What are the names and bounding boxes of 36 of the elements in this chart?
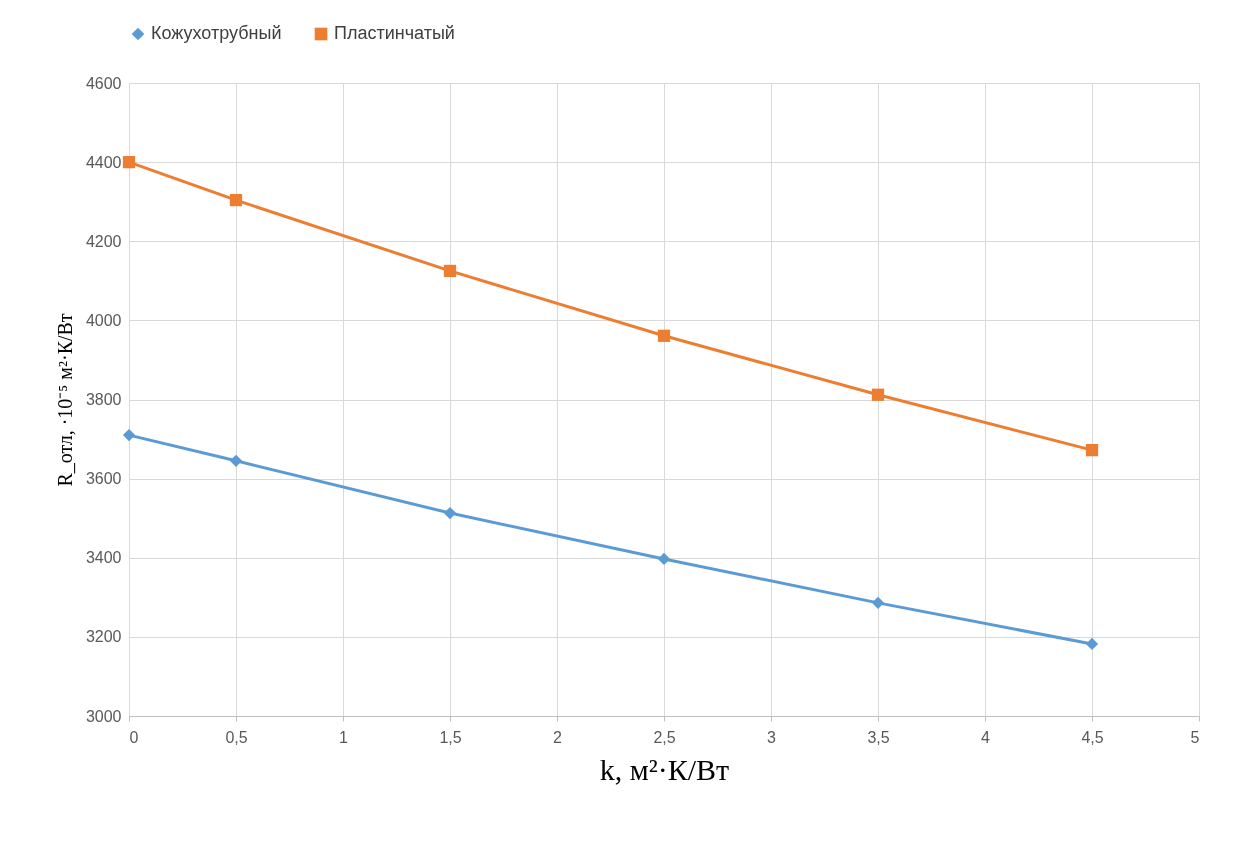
- point: [657, 552, 671, 566]
- y-axis-title: R_отл, ·10⁻⁵ м²·К/Вт: [53, 313, 76, 487]
- x-tick-label: 0,5: [225, 728, 248, 746]
- y-tick-label: 4200: [85, 232, 122, 250]
- x-tick-label: 3,5: [867, 728, 890, 746]
- x-tick-label: 4,5: [1081, 728, 1104, 746]
- x-tick-label: 0: [129, 728, 139, 746]
- point: [229, 193, 243, 207]
- point: [1085, 637, 1099, 651]
- legend-label: Пластинчатый: [334, 23, 455, 43]
- y-tick-label: 3200: [85, 628, 122, 646]
- point: [871, 596, 885, 609]
- y-tick-label: 3400: [85, 549, 122, 567]
- x-tick-label: 5: [1190, 728, 1200, 746]
- x-tick-label: 1,5: [439, 728, 462, 746]
- x-tick-label: 3: [767, 728, 777, 746]
- y-tick-label: 4600: [85, 74, 122, 92]
- y-tick-label: 3800: [85, 391, 122, 408]
- point: [871, 388, 885, 401]
- point: [443, 506, 457, 520]
- legend-label: Кожухотрубный: [151, 23, 282, 43]
- point: [1085, 444, 1099, 457]
- y-tick-label: 4400: [85, 153, 122, 171]
- y-tick-label: 3000: [85, 707, 122, 725]
- x-tick-label: 2: [553, 728, 563, 746]
- y-tick-label: 3600: [85, 470, 122, 488]
- point: [657, 329, 671, 342]
- x-tick-label: 1: [339, 728, 349, 746]
- point: [122, 156, 136, 169]
- point: [443, 264, 457, 278]
- x-axis-title: k, м²·К/Вт: [599, 752, 730, 786]
- y-tick-label: 4000: [85, 311, 122, 329]
- point: [122, 428, 136, 442]
- x-tick-label: 4: [981, 728, 991, 746]
- point: [229, 454, 243, 467]
- x-tick-label: 2,5: [653, 728, 676, 746]
